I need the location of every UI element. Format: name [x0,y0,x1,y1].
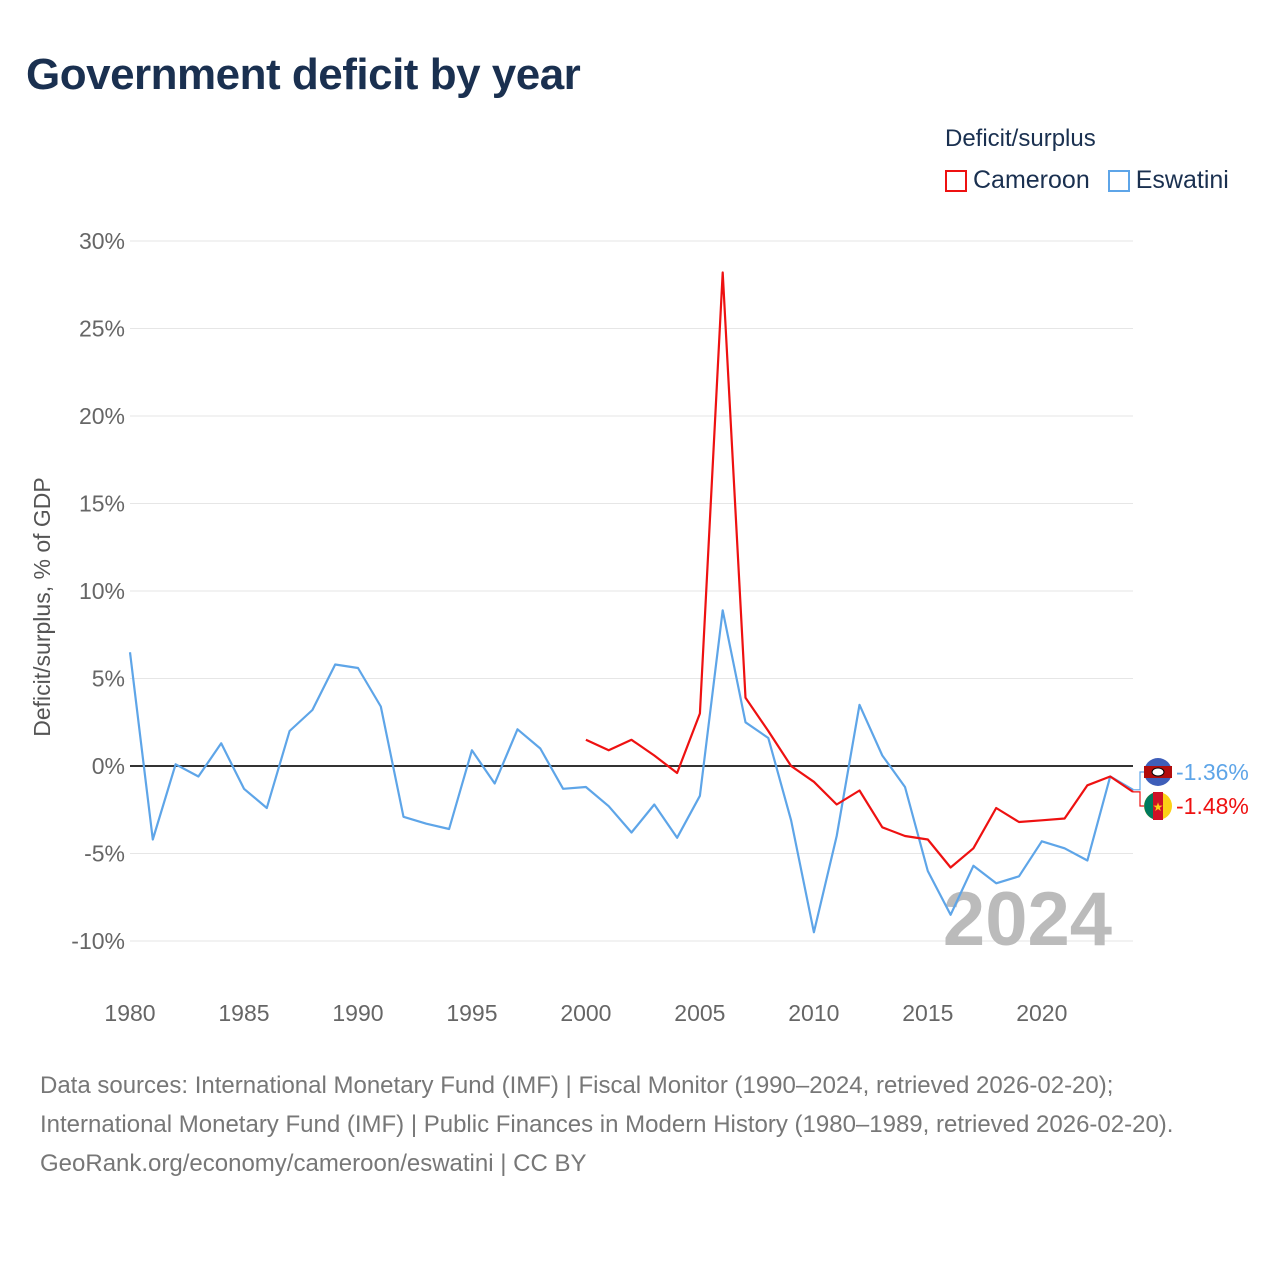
y-axis-label: Deficit/surplus, % of GDP [29,477,55,736]
x-tick-label: 2005 [674,1000,725,1026]
x-tick-label: 2010 [788,1000,839,1026]
legend-label-cameroon: Cameroon [973,166,1090,194]
end-label-cameroon: -1.48% [1176,793,1249,819]
end-label-eswatini: -1.36% [1176,759,1249,785]
series-line-cameroon [585,271,1134,869]
legend-title: Deficit/surplus [945,125,1096,152]
chart-title: Government deficit by year [26,50,581,99]
legend-swatch-cameroon [945,169,967,192]
legend-item-eswatini[interactable]: Eswatini [1107,166,1229,195]
x-tick-label: 2020 [1016,1000,1067,1026]
legend-label-eswatini: Eswatini [1135,166,1229,194]
source-link[interactable]: GeoRank.org/economy/cameroon/eswatini | … [40,1150,587,1177]
x-tick-label: 1985 [218,1000,269,1026]
y-tick-label: 10% [79,578,125,604]
x-tick-label: 1995 [446,1000,497,1026]
legend-item-cameroon[interactable]: Cameroon [945,166,1090,195]
y-tick-label: 5% [92,666,125,692]
chart-svg: 30% 25% 20% 15% 10% 5% 0% -5% -10% 1980 1985 1990 19… [29,228,1249,1026]
footer: Data sources: International Monetary Fun… [40,1066,1240,1183]
flag-green-cameroon [1144,793,1153,819]
end-label-connector-cameroon [1133,791,1146,807]
x-tick-label: 1990 [332,1000,383,1026]
y-tick-label: 25% [79,316,125,342]
y-tick-label: 20% [79,403,125,429]
end-label-connector-eswatini [1133,771,1146,791]
x-tick-label: 2000 [560,1000,611,1026]
legend: Cameroon Eswatini [945,166,1229,195]
y-tick-label: 0% [92,753,125,779]
y-tick-label: -10% [71,928,125,954]
y-tick-label: 15% [79,491,125,517]
legend-swatch-eswatini [1107,169,1130,192]
y-tick-label: -5% [84,841,125,867]
x-tick-label: 1980 [104,1000,155,1026]
y-tick-label: 30% [79,228,125,254]
flag-red-cameroon [1153,792,1163,820]
series-line-eswatini [128,609,1134,934]
x-tick-label: 2015 [902,1000,953,1026]
year-watermark: 2024 [943,877,1112,962]
flag-star-cameroon: ★ [1153,800,1164,814]
flag-shield-eswatini [1151,767,1165,777]
data-sources: Data sources: International Monetary Fun… [40,1072,1174,1138]
